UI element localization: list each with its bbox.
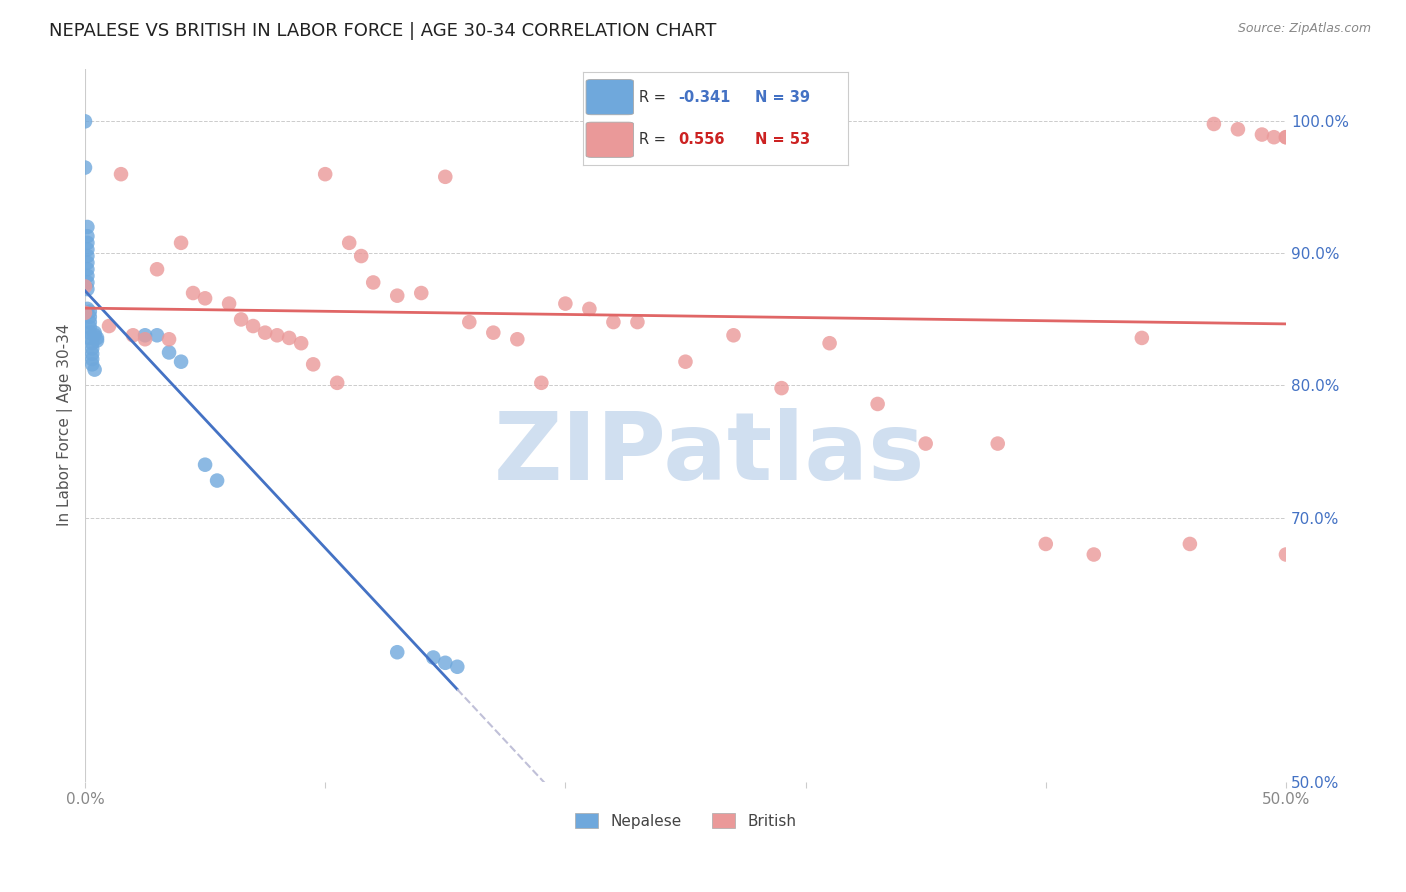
Point xyxy=(434,169,457,184)
Point xyxy=(73,306,96,320)
Point xyxy=(554,296,576,310)
Point xyxy=(76,219,98,234)
Point xyxy=(157,332,180,346)
Point xyxy=(76,235,98,250)
Point xyxy=(602,315,624,329)
Point xyxy=(290,336,312,351)
Point xyxy=(110,167,132,181)
Point xyxy=(387,645,409,659)
Point xyxy=(434,656,457,670)
Point xyxy=(506,332,529,346)
Point xyxy=(1226,122,1249,136)
Point xyxy=(73,161,96,175)
Point xyxy=(170,235,193,250)
Point xyxy=(83,328,105,343)
Point xyxy=(79,304,101,318)
Point xyxy=(181,286,204,301)
Legend: Nepalese, British: Nepalese, British xyxy=(569,806,803,835)
Point xyxy=(83,326,105,340)
Point xyxy=(818,336,841,351)
Text: ZIPatlas: ZIPatlas xyxy=(494,408,925,500)
Point xyxy=(76,276,98,290)
Point xyxy=(122,328,145,343)
Point xyxy=(76,255,98,269)
Point xyxy=(79,315,101,329)
Point xyxy=(76,301,98,316)
Point xyxy=(350,249,373,263)
Point xyxy=(278,331,301,345)
Point xyxy=(79,320,101,334)
Point xyxy=(157,345,180,359)
Point xyxy=(82,347,104,361)
Point xyxy=(1178,537,1201,551)
Point xyxy=(411,286,433,301)
Point xyxy=(79,310,101,324)
Point xyxy=(83,362,105,376)
Point xyxy=(1275,130,1298,145)
Point xyxy=(326,376,349,390)
Point xyxy=(1083,548,1105,562)
Point xyxy=(254,326,277,340)
Point xyxy=(361,276,384,290)
Point xyxy=(1202,117,1225,131)
Text: NEPALESE VS BRITISH IN LABOR FORCE | AGE 30-34 CORRELATION CHART: NEPALESE VS BRITISH IN LABOR FORCE | AGE… xyxy=(49,22,717,40)
Point xyxy=(76,262,98,277)
Point xyxy=(86,334,108,348)
Point xyxy=(422,650,444,665)
Point xyxy=(1251,128,1274,142)
Point xyxy=(146,262,169,277)
Point xyxy=(98,319,121,334)
Point xyxy=(82,342,104,356)
Point xyxy=(73,114,96,128)
Point xyxy=(205,474,228,488)
Point xyxy=(76,243,98,257)
Point xyxy=(76,282,98,296)
Point xyxy=(79,326,101,340)
Point xyxy=(82,357,104,371)
Point xyxy=(1035,537,1057,551)
Point xyxy=(194,291,217,305)
Point xyxy=(387,288,409,302)
Point xyxy=(530,376,553,390)
Point xyxy=(458,315,481,329)
Point xyxy=(1130,331,1153,345)
Point xyxy=(723,328,745,343)
Point xyxy=(134,328,156,343)
Point xyxy=(914,436,936,450)
Point xyxy=(770,381,793,395)
Point xyxy=(86,331,108,345)
Point xyxy=(626,315,648,329)
Point xyxy=(82,352,104,367)
Point xyxy=(146,328,169,343)
Point xyxy=(194,458,217,472)
Point xyxy=(82,336,104,351)
Point xyxy=(76,249,98,263)
Point xyxy=(675,354,697,368)
Point xyxy=(1275,130,1298,145)
Point xyxy=(987,436,1010,450)
Point xyxy=(76,229,98,244)
Point xyxy=(218,296,240,310)
Point xyxy=(266,328,288,343)
Point xyxy=(1263,130,1285,145)
Point xyxy=(337,235,360,250)
Point xyxy=(578,301,600,316)
Point xyxy=(170,354,193,368)
Point xyxy=(76,268,98,283)
Y-axis label: In Labor Force | Age 30-34: In Labor Force | Age 30-34 xyxy=(58,324,73,526)
Text: Source: ZipAtlas.com: Source: ZipAtlas.com xyxy=(1237,22,1371,36)
Point xyxy=(446,659,468,673)
Point xyxy=(314,167,336,181)
Point xyxy=(242,319,264,334)
Point xyxy=(73,279,96,293)
Point xyxy=(134,332,156,346)
Point xyxy=(302,357,325,371)
Point xyxy=(79,331,101,345)
Point xyxy=(482,326,505,340)
Point xyxy=(866,397,889,411)
Point xyxy=(1275,548,1298,562)
Point xyxy=(229,312,252,326)
